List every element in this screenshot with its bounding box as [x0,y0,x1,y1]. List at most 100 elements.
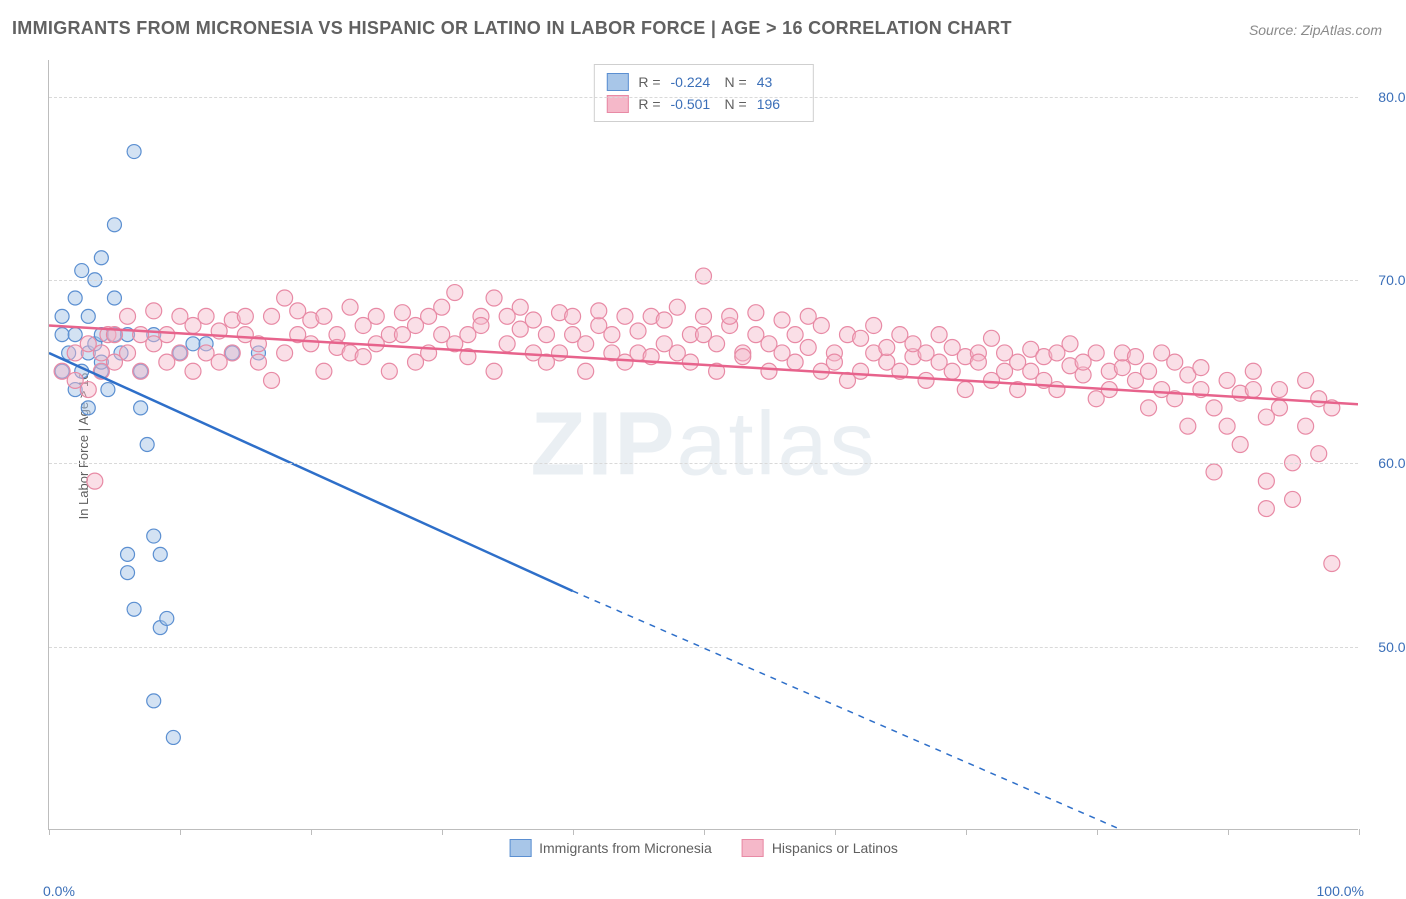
scatter-point [1219,372,1235,388]
scatter-point [80,382,96,398]
scatter-point [1141,400,1157,416]
scatter-point [1219,418,1235,434]
scatter-point [81,401,95,415]
scatter-point [121,566,135,580]
scatter-point [1285,491,1301,507]
scatter-point [166,730,180,744]
scatter-point [101,383,115,397]
scatter-point [787,327,803,343]
scatter-point [146,303,162,319]
scatter-point [774,312,790,328]
scatter-point [147,529,161,543]
y-tick-label: 80.0% [1378,89,1406,105]
x-tick [1097,829,1098,835]
scatter-point [853,363,869,379]
legend-r-label: R = [638,71,660,93]
scatter-point [617,308,633,324]
legend-swatch-pink [742,839,764,857]
scatter-point [486,363,502,379]
scatter-point [1258,501,1274,517]
scatter-point [473,317,489,333]
scatter-point [68,291,82,305]
scatter-point [709,336,725,352]
scatter-point [879,339,895,355]
scatter-point [866,317,882,333]
scatter-point [748,305,764,321]
scatter-point [735,349,751,365]
x-tick [180,829,181,835]
scatter-point [565,308,581,324]
scatter-point [316,308,332,324]
scatter-point [525,312,541,328]
legend-label-blue: Immigrants from Micronesia [539,840,712,856]
scatter-point [578,336,594,352]
scatter-point [682,354,698,370]
scatter-point [591,303,607,319]
scatter-point [1114,360,1130,376]
scatter-point [186,337,200,351]
scatter-point [578,363,594,379]
scatter-point [81,309,95,323]
scatter-point [1206,464,1222,480]
trend-line-extrapolated [573,591,1162,829]
scatter-point [121,547,135,561]
x-tick [49,829,50,835]
scatter-point [1298,418,1314,434]
scatter-point [983,330,999,346]
scatter-point [381,363,397,379]
scatter-point [153,547,167,561]
scatter-point [107,218,121,232]
x-axis-min-label: 0.0% [43,883,75,899]
scatter-point [107,291,121,305]
scatter-point [394,305,410,321]
scatter-point [264,372,280,388]
scatter-point [512,299,528,315]
scatter-point [127,145,141,159]
x-tick [573,829,574,835]
scatter-point [656,312,672,328]
scatter-point [1271,382,1287,398]
scatter-point [75,264,89,278]
x-tick [442,829,443,835]
scatter-point [853,330,869,346]
scatter-point [538,327,554,343]
scatter-point [68,328,82,342]
scatter-point [127,602,141,616]
x-tick [1359,829,1360,835]
scatter-point [355,349,371,365]
scatter-point [1271,400,1287,416]
scatter-point [499,336,515,352]
scatter-point [826,354,842,370]
x-axis-max-label: 100.0% [1317,883,1364,899]
y-tick-label: 50.0% [1378,639,1406,655]
scatter-point [434,299,450,315]
scatter-point [918,372,934,388]
scatter-point [1245,382,1261,398]
legend-swatch-blue [509,839,531,857]
grid-line [49,647,1358,648]
correlation-legend: R = -0.224 N = 43 R = -0.501 N = 196 [593,64,813,122]
series-legend: Immigrants from Micronesia Hispanics or … [509,839,898,857]
scatter-point [198,308,214,324]
legend-n-value-blue: 43 [757,71,801,93]
scatter-point [55,328,69,342]
scatter-point [303,336,319,352]
scatter-point [120,345,136,361]
x-tick [835,829,836,835]
scatter-point [250,354,266,370]
x-tick [1228,829,1229,835]
y-tick-label: 70.0% [1378,272,1406,288]
scatter-point [87,473,103,489]
scatter-point [1206,400,1222,416]
legend-row-blue: R = -0.224 N = 43 [606,71,800,93]
scatter-point [696,268,712,284]
scatter-point [160,611,174,625]
scatter-point [1167,354,1183,370]
scatter-point [159,327,175,343]
chart-container: IMMIGRANTS FROM MICRONESIA VS HISPANIC O… [0,0,1406,892]
scatter-point [1245,363,1261,379]
scatter-point [277,345,293,361]
scatter-point [696,308,712,324]
scatter-point [813,317,829,333]
legend-n-label: N = [725,71,747,93]
